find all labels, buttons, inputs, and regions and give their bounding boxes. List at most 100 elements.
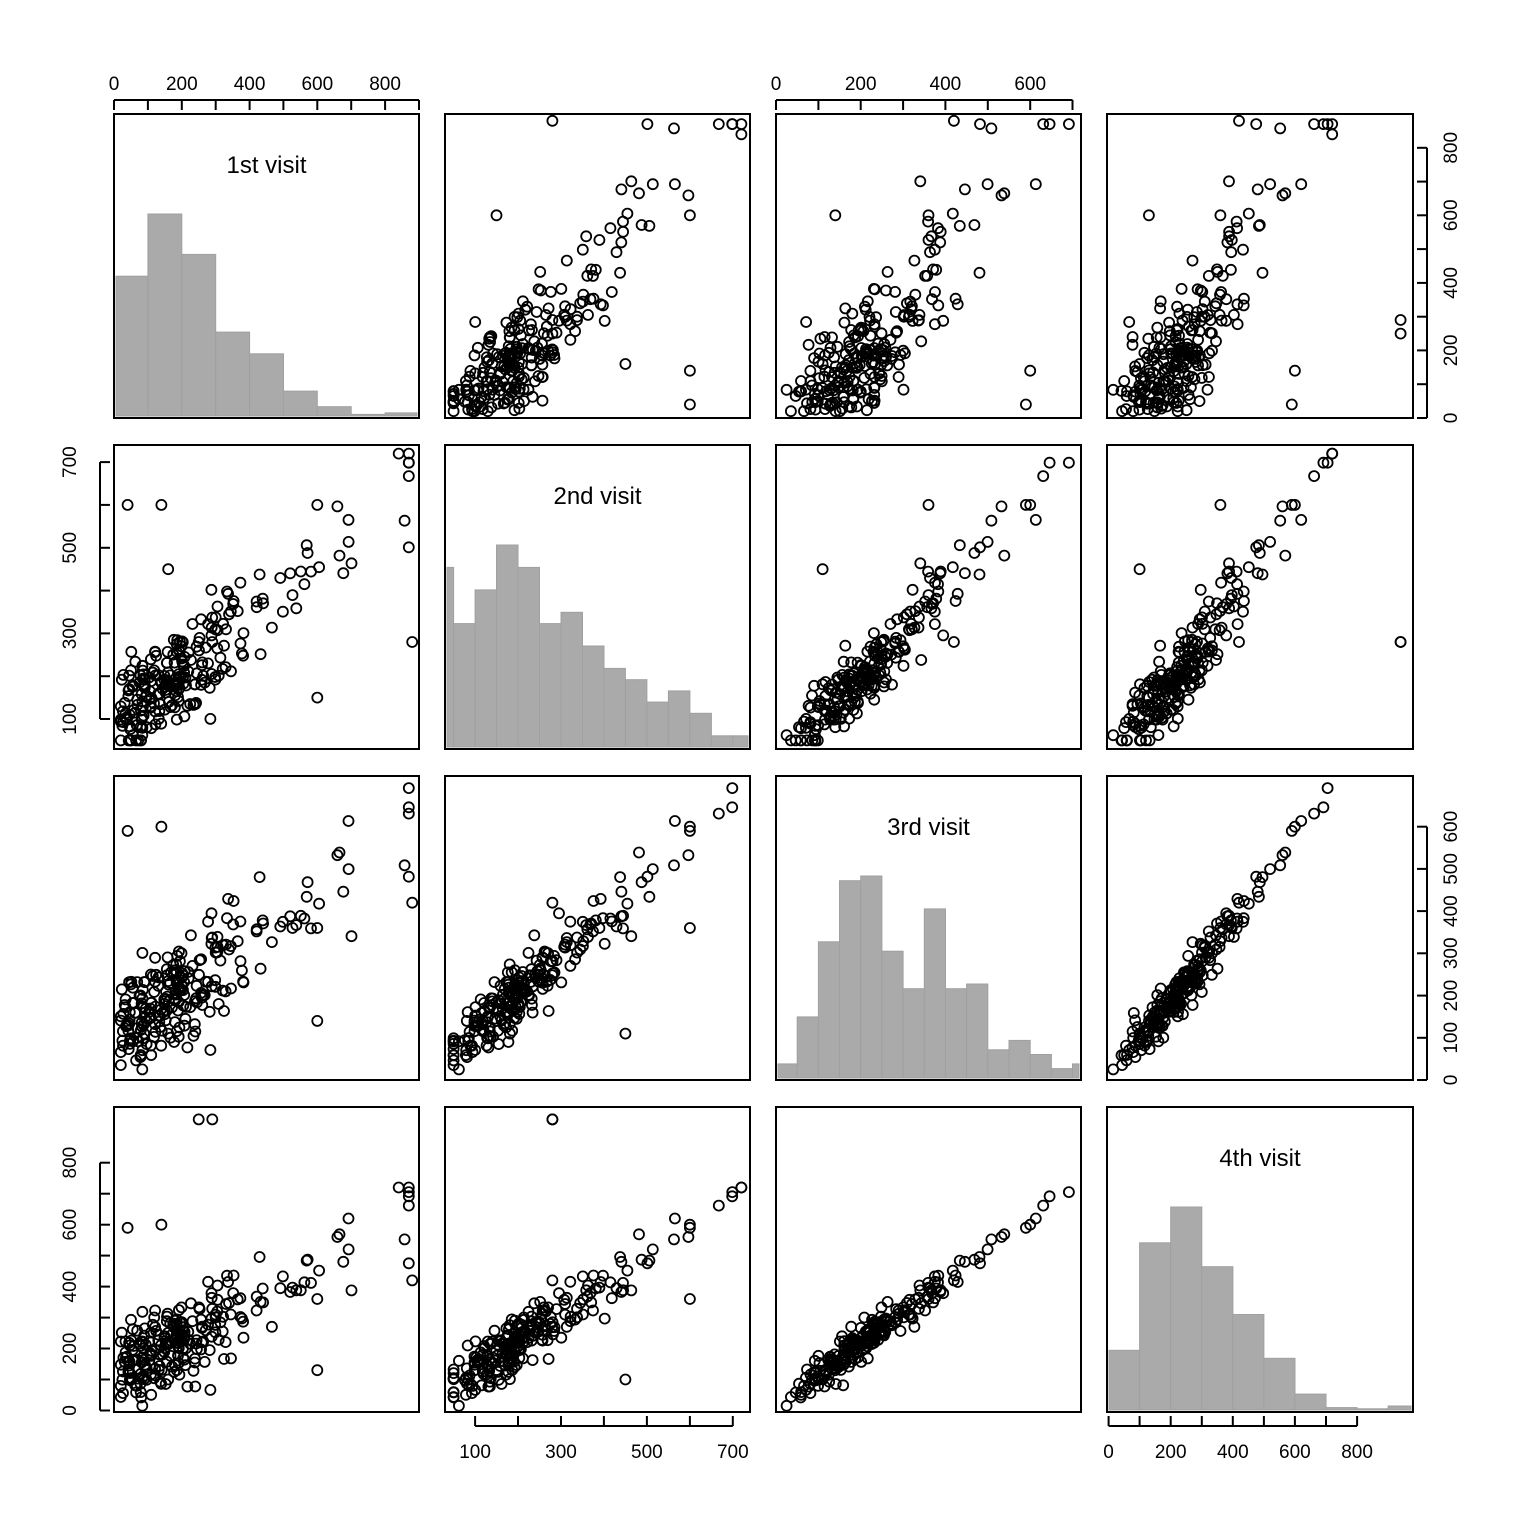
scatter-point xyxy=(158,998,171,1010)
scatter-point xyxy=(894,1325,907,1337)
histogram-bar-3-7 xyxy=(902,988,925,1079)
scatter-point xyxy=(922,498,935,511)
histogram-bar-3-10 xyxy=(966,983,989,1079)
variable-label-4: 4th visit xyxy=(1219,1145,1301,1172)
scatter-point xyxy=(483,331,496,343)
tick-label: 500 xyxy=(60,532,81,564)
scatter-point xyxy=(1228,931,1240,943)
scatter-point xyxy=(136,1305,149,1318)
scatter-point xyxy=(614,871,626,883)
scatter-point xyxy=(834,367,847,380)
scatter-point xyxy=(985,514,998,527)
scatter-point xyxy=(1210,297,1223,310)
scatter-point xyxy=(1127,405,1140,418)
scatter-point xyxy=(801,734,813,747)
scatter-point xyxy=(114,1391,127,1403)
histogram-bar-1-2 xyxy=(147,213,183,417)
scatter-point xyxy=(515,970,528,982)
scatter-point xyxy=(209,1308,222,1321)
scatter-point xyxy=(189,1025,202,1038)
scatter-point xyxy=(237,976,250,989)
scatter-point xyxy=(487,1030,500,1043)
scatter-point xyxy=(868,381,881,394)
scatter-point xyxy=(500,1021,513,1034)
scatter-point xyxy=(471,341,484,354)
scatter-point xyxy=(461,1006,474,1018)
scatter-point xyxy=(915,335,928,348)
scatter-point xyxy=(615,1255,628,1268)
scatter-point xyxy=(193,644,205,657)
scatter-point xyxy=(1134,387,1147,400)
scatter-point xyxy=(402,807,415,820)
scatter-point xyxy=(1289,820,1301,833)
scatter-point xyxy=(1151,321,1164,334)
scatter-point xyxy=(893,358,905,371)
scatter-point xyxy=(641,118,654,130)
histogram-bar-2-13 xyxy=(689,712,712,748)
scatter-point xyxy=(1141,690,1154,702)
scatter-point xyxy=(641,870,654,883)
scatter-point xyxy=(253,1251,266,1263)
scatter-point xyxy=(1134,734,1147,747)
scatter-point xyxy=(569,1313,581,1326)
scatter-point xyxy=(868,397,880,409)
scatter-point xyxy=(668,1233,680,1246)
histogram-bar-3-9 xyxy=(944,988,968,1079)
tick-label: 100 xyxy=(60,703,81,735)
panel-frame-3-2 xyxy=(444,775,751,1081)
scatter-point xyxy=(843,336,855,348)
scatter-point xyxy=(447,387,460,400)
scatter-point xyxy=(785,405,797,418)
scatter-point xyxy=(179,1012,192,1025)
tick-label: 600 xyxy=(60,1209,81,1241)
scatter-point xyxy=(801,1363,813,1376)
panel-frame-4-4 xyxy=(1106,1106,1414,1413)
scatter-point xyxy=(1210,335,1222,348)
scatter-point xyxy=(635,1253,648,1266)
scatter-point xyxy=(162,1373,175,1386)
scatter-point xyxy=(968,547,981,559)
scatter-point xyxy=(1150,384,1163,397)
scatter-point xyxy=(227,918,240,931)
scatter-point xyxy=(172,985,185,998)
scatter-point xyxy=(617,1284,629,1297)
scatter-point xyxy=(846,361,859,374)
scatter-point xyxy=(333,1228,346,1241)
scatter-point xyxy=(311,922,324,934)
scatter-point xyxy=(1253,876,1266,889)
scatter-point xyxy=(1143,1015,1155,1027)
scatter-point xyxy=(726,1186,739,1198)
scatter-point xyxy=(633,846,645,859)
scatter-point xyxy=(846,307,859,320)
scatter-point xyxy=(501,1330,514,1343)
scatter-point xyxy=(482,1041,495,1054)
scatter-point xyxy=(892,371,905,383)
scatter-point xyxy=(202,657,214,670)
scatter-point xyxy=(298,912,311,925)
scatter-point xyxy=(114,715,127,728)
scatter-point xyxy=(237,627,250,639)
scatter-point xyxy=(1133,1027,1146,1040)
scatter-point xyxy=(621,1264,634,1277)
scatter-point xyxy=(619,358,632,370)
scatter-point xyxy=(823,366,836,378)
tick-label: 700 xyxy=(60,446,81,478)
scatter-point xyxy=(184,698,197,710)
scatter-point xyxy=(138,976,151,988)
scatter-point xyxy=(223,608,235,621)
scatter-point xyxy=(1264,178,1276,191)
scatter-point xyxy=(1155,1008,1168,1020)
scatter-point xyxy=(577,940,589,952)
histogram-bar-3-5 xyxy=(860,875,883,1079)
scatter-point xyxy=(908,254,921,267)
scatter-point xyxy=(913,611,925,624)
scatter-point xyxy=(1223,565,1235,578)
scatter-point xyxy=(1213,308,1226,321)
scatter-point xyxy=(1225,234,1238,246)
scatter-point xyxy=(218,1005,230,1017)
scatter-point xyxy=(1163,325,1176,338)
scatter-point xyxy=(646,863,659,875)
scatter-point xyxy=(1126,338,1139,351)
scatter-point xyxy=(525,1315,538,1328)
scatter-point xyxy=(1225,589,1238,601)
